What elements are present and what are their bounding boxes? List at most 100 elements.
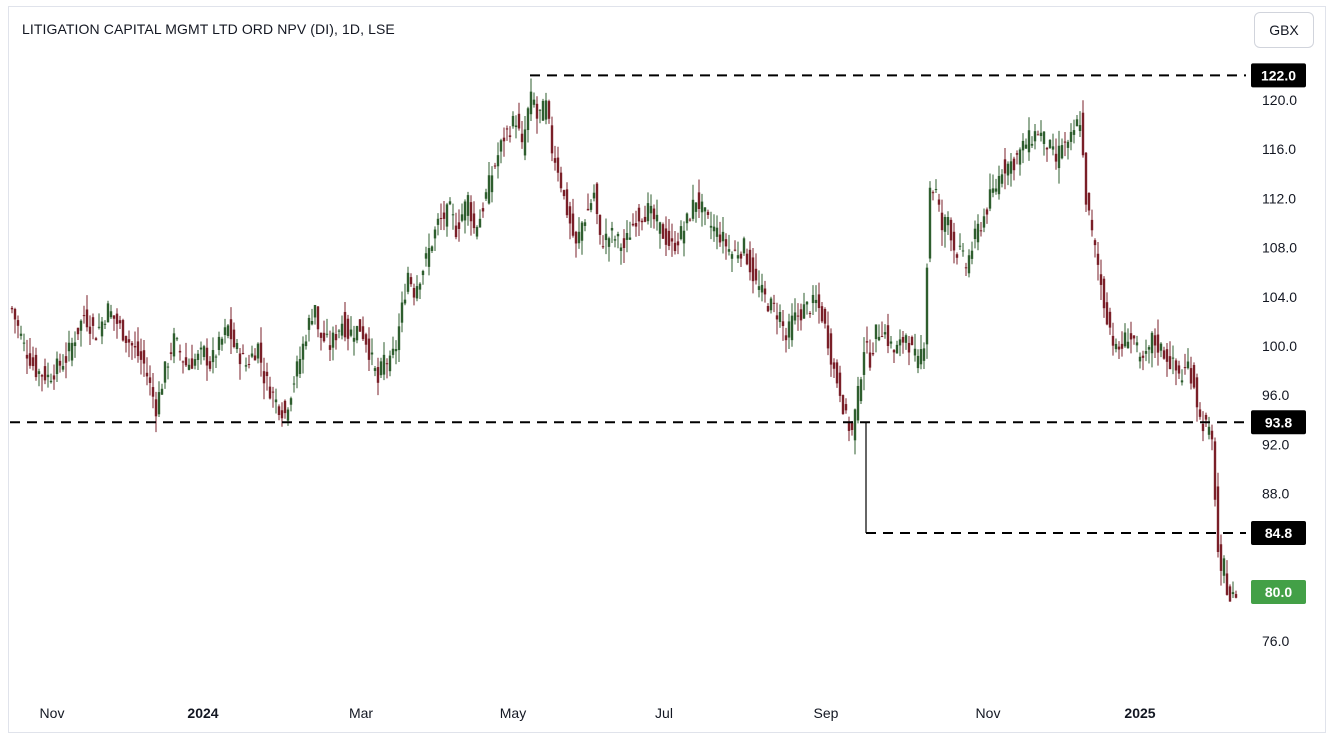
candle-body <box>874 324 878 340</box>
candle-body <box>1129 333 1133 340</box>
candle <box>802 292 806 319</box>
candle <box>550 116 554 162</box>
candle <box>409 273 413 287</box>
candle-body <box>814 299 818 304</box>
candle-body <box>871 353 875 355</box>
candle <box>22 333 26 352</box>
candle-body <box>127 339 131 343</box>
candle-body <box>118 320 122 324</box>
candle <box>334 324 338 350</box>
candle-body <box>1117 346 1121 350</box>
candle <box>379 357 383 378</box>
candle <box>268 376 272 400</box>
candle <box>292 376 296 393</box>
candle-body <box>349 329 353 336</box>
x-tick-label: May <box>500 705 526 721</box>
candle-body <box>1225 573 1229 595</box>
candle <box>1198 402 1202 420</box>
candle <box>796 303 800 331</box>
candle <box>55 351 59 382</box>
x-tick-label: Jul <box>655 705 673 721</box>
candle <box>562 189 566 200</box>
x-tick-label: 2024 <box>187 705 218 721</box>
candle <box>133 331 137 359</box>
candle-body <box>727 249 731 252</box>
candle <box>904 333 908 350</box>
candle-body <box>490 175 494 193</box>
candle <box>598 214 602 245</box>
candle-body <box>703 207 707 212</box>
candle <box>838 365 842 403</box>
candle-body <box>409 277 413 285</box>
candle-body <box>1063 141 1067 143</box>
candle <box>769 296 773 314</box>
candle <box>934 179 938 194</box>
candle <box>535 96 539 134</box>
candle <box>493 162 497 169</box>
candle <box>511 111 515 129</box>
candle <box>1006 161 1010 186</box>
candle <box>937 193 941 212</box>
candle <box>682 221 686 257</box>
candle-body <box>634 223 638 227</box>
candle-body <box>376 367 380 383</box>
candle-body <box>424 253 428 259</box>
candle-body <box>766 306 770 312</box>
candle <box>607 236 611 262</box>
candle <box>118 315 122 330</box>
candle-body <box>886 325 890 346</box>
candle-body <box>670 238 674 242</box>
candle <box>88 315 92 345</box>
candle-body <box>913 348 917 356</box>
candle <box>232 322 236 349</box>
candle <box>403 283 407 306</box>
candle <box>421 269 425 285</box>
candle <box>868 339 872 371</box>
candle-body <box>994 188 998 192</box>
candle-body <box>172 333 176 357</box>
candle <box>631 213 635 227</box>
candle <box>748 241 752 281</box>
candle-body <box>1027 130 1031 153</box>
candle <box>1054 138 1058 170</box>
candle <box>1030 136 1034 148</box>
candle-body <box>175 338 179 340</box>
candle-body <box>736 255 740 259</box>
candle-body <box>616 233 620 237</box>
candle-body <box>793 312 797 321</box>
level-badge-bg <box>1251 63 1306 88</box>
candle-body <box>25 354 29 359</box>
candle <box>1057 130 1061 184</box>
candle-body <box>733 249 737 251</box>
candle-body <box>163 361 167 383</box>
candle-body <box>1120 343 1124 349</box>
candle-body <box>844 404 848 411</box>
candle <box>298 346 302 379</box>
candle-body <box>316 306 320 330</box>
candle-body <box>1042 131 1046 144</box>
candle <box>397 313 401 363</box>
candle-body <box>55 358 59 375</box>
currency-button[interactable]: GBX <box>1254 12 1314 48</box>
candle <box>1210 424 1214 451</box>
candle-body <box>436 218 440 225</box>
candle-body <box>241 352 245 354</box>
candle <box>502 127 506 157</box>
candle <box>922 342 926 370</box>
candle-body <box>640 220 644 223</box>
candle <box>223 318 227 344</box>
candle-body <box>754 268 758 281</box>
candle <box>64 342 68 379</box>
candle <box>664 216 668 256</box>
candle-body <box>982 216 986 228</box>
candle <box>970 241 974 265</box>
candle <box>724 233 728 260</box>
candle-body <box>625 233 629 240</box>
candle-body <box>592 192 596 199</box>
candle <box>697 179 701 218</box>
candle <box>844 398 848 414</box>
candle <box>706 209 710 219</box>
candle-body <box>919 349 923 365</box>
candle <box>313 304 317 325</box>
